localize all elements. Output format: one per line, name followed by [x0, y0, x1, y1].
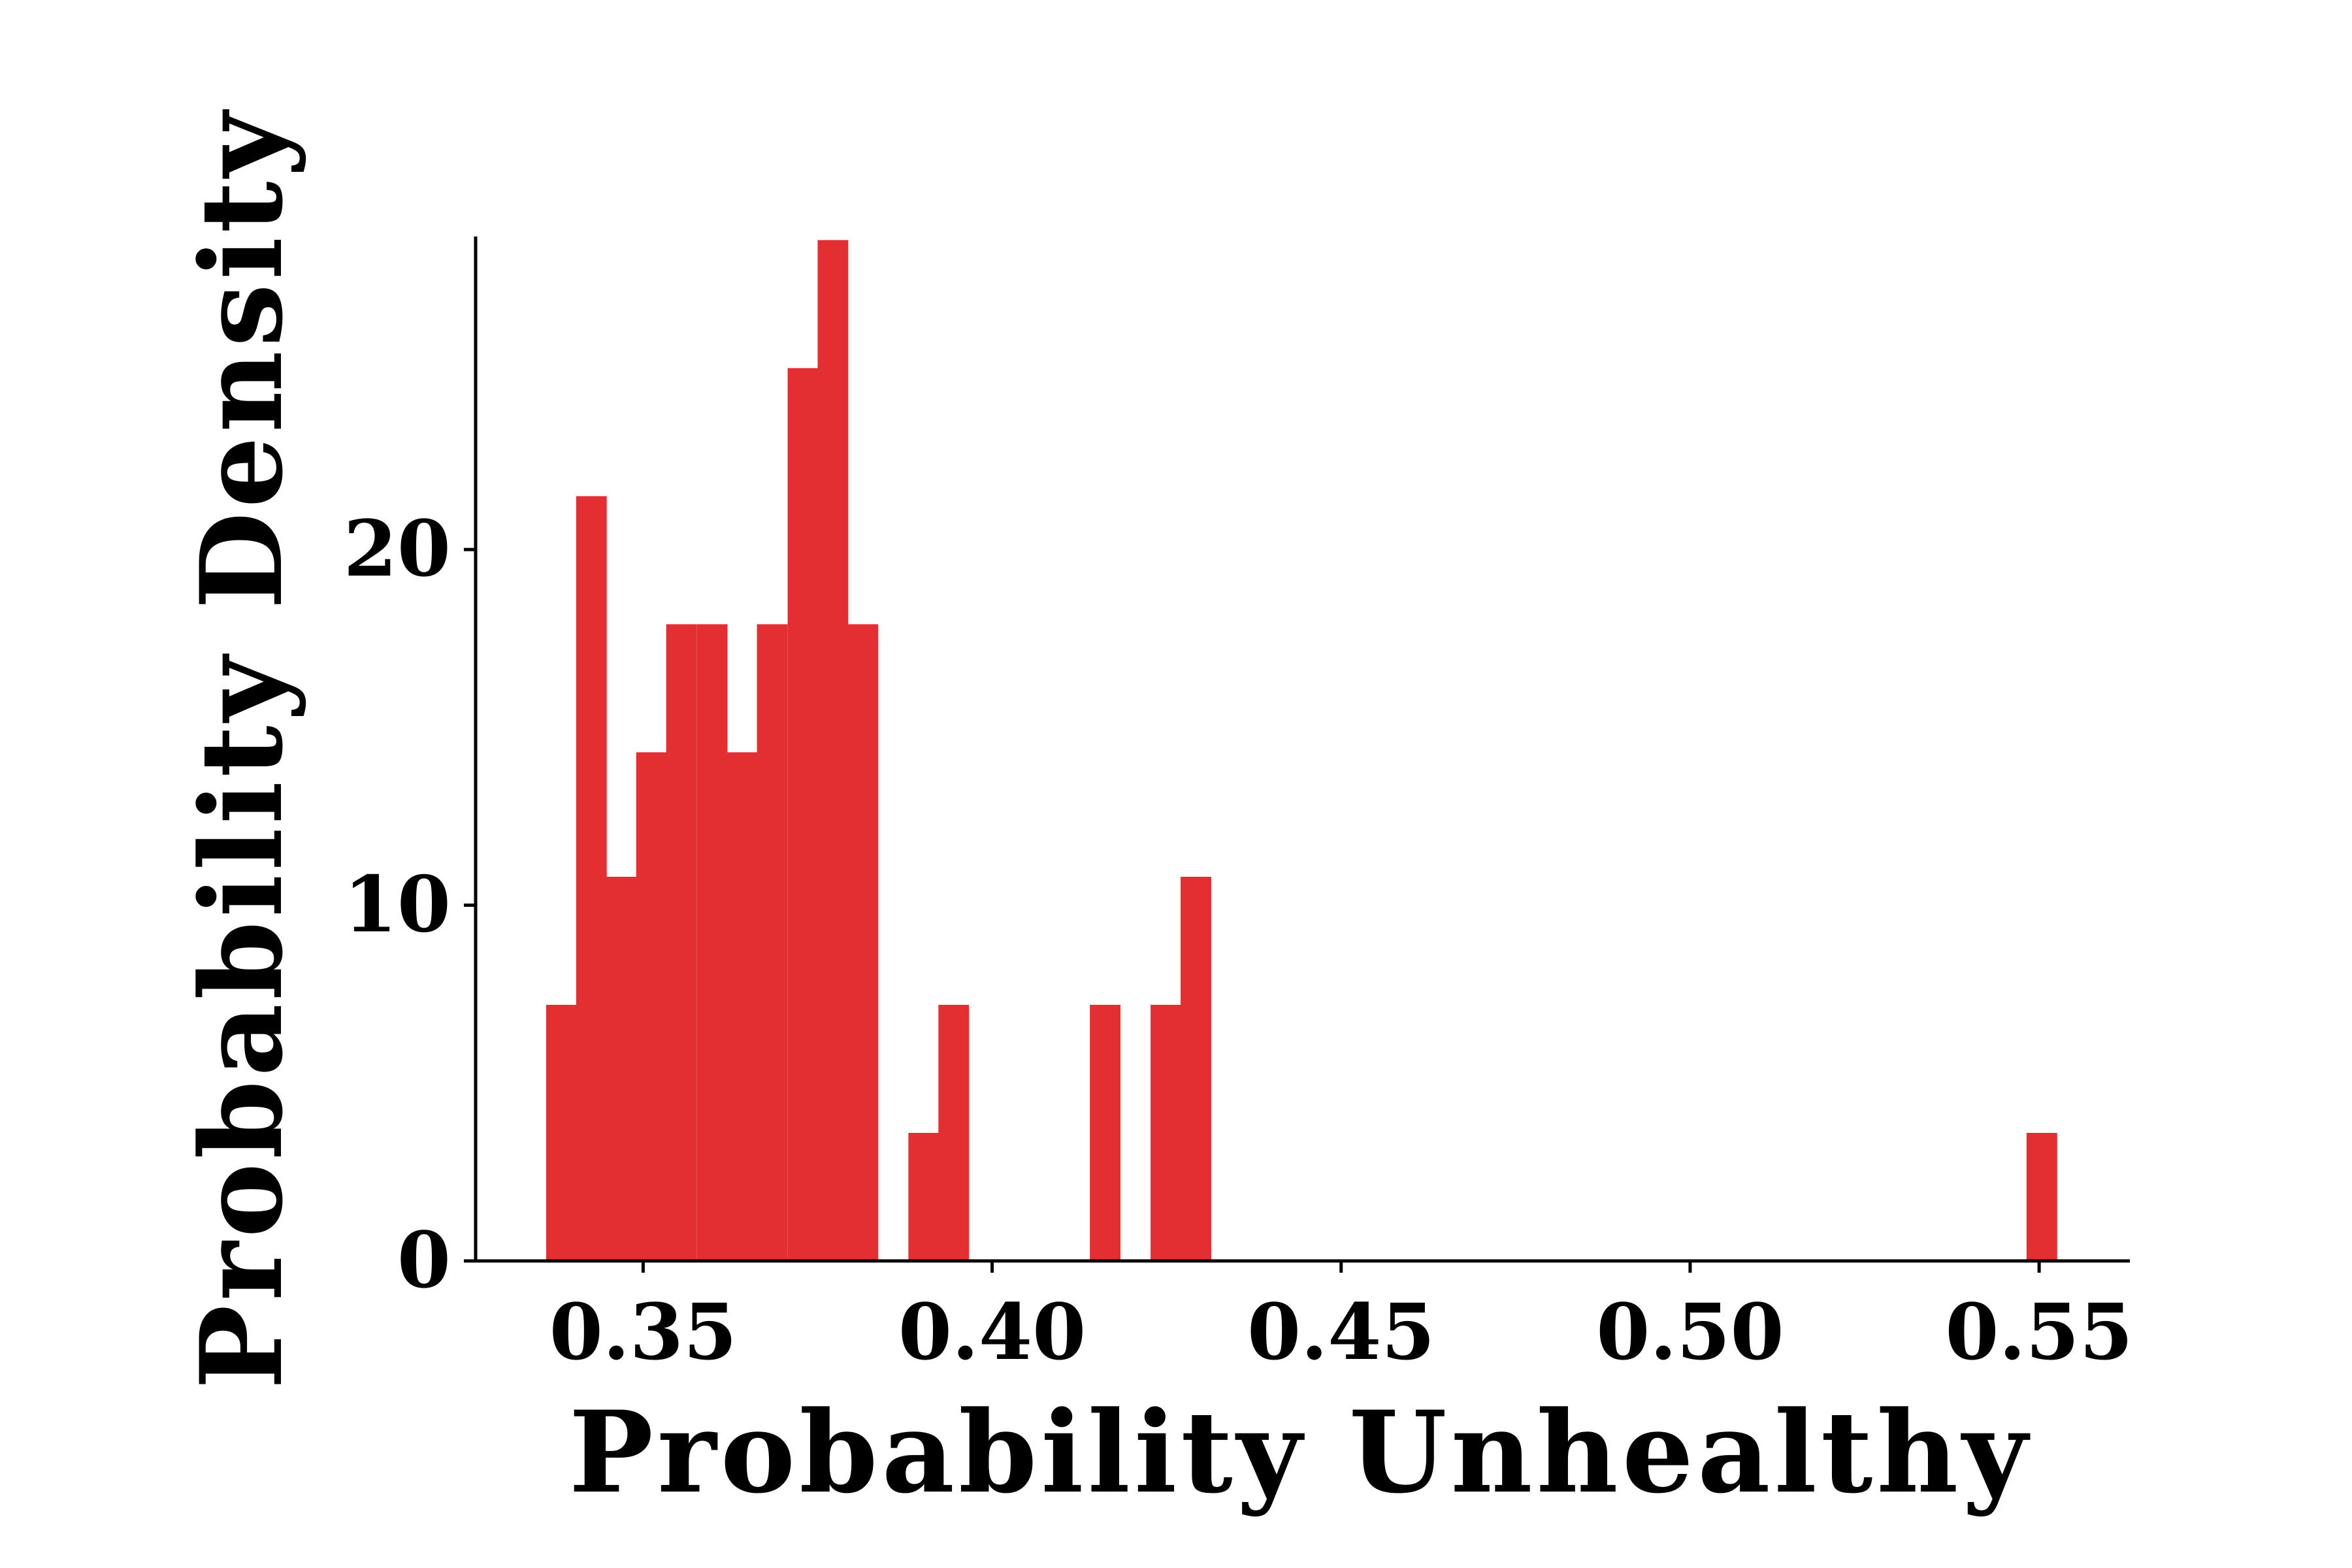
- histogram-bar: [606, 877, 637, 1261]
- y-tick-label: 20: [344, 503, 451, 594]
- histogram-bar: [1181, 877, 1211, 1261]
- histogram-bar: [847, 624, 879, 1261]
- histogram-bar: [938, 1005, 970, 1261]
- x-tick-label: 0.50: [1596, 1286, 1784, 1377]
- histogram-bar: [757, 624, 788, 1261]
- x-tick-label: 0.40: [898, 1286, 1086, 1377]
- histogram-bar: [576, 496, 607, 1262]
- x-tick-label: 0.55: [1945, 1286, 2132, 1377]
- histogram-bar: [636, 752, 667, 1261]
- histogram-bar: [787, 368, 819, 1262]
- histogram-bar: [817, 240, 849, 1262]
- y-tick-label: 0: [397, 1215, 451, 1305]
- histogram-bar: [2026, 1133, 2057, 1261]
- x-tick-label: 0.45: [1247, 1286, 1435, 1377]
- x-tick-label: 0.35: [549, 1286, 737, 1377]
- histogram-bars: [546, 240, 2057, 1262]
- x-axis-title: Probability Unhealthy: [569, 1386, 2032, 1518]
- axes: [474, 237, 2130, 1263]
- histogram-bar: [666, 624, 697, 1261]
- y-tick-label: 10: [344, 859, 451, 950]
- histogram-bar: [1090, 1005, 1121, 1261]
- y-axis-ticks: 0 10 20: [344, 503, 476, 1305]
- y-axis-title: Probability Density: [175, 108, 308, 1389]
- histogram-bar: [1151, 1005, 1181, 1261]
- histogram-bar: [908, 1133, 939, 1261]
- histogram-bar: [696, 624, 728, 1261]
- x-axis-ticks: 0.35 0.40 0.45 0.50 0.55: [549, 1261, 2133, 1377]
- histogram-bar: [546, 1005, 577, 1261]
- histogram-bar: [727, 752, 758, 1261]
